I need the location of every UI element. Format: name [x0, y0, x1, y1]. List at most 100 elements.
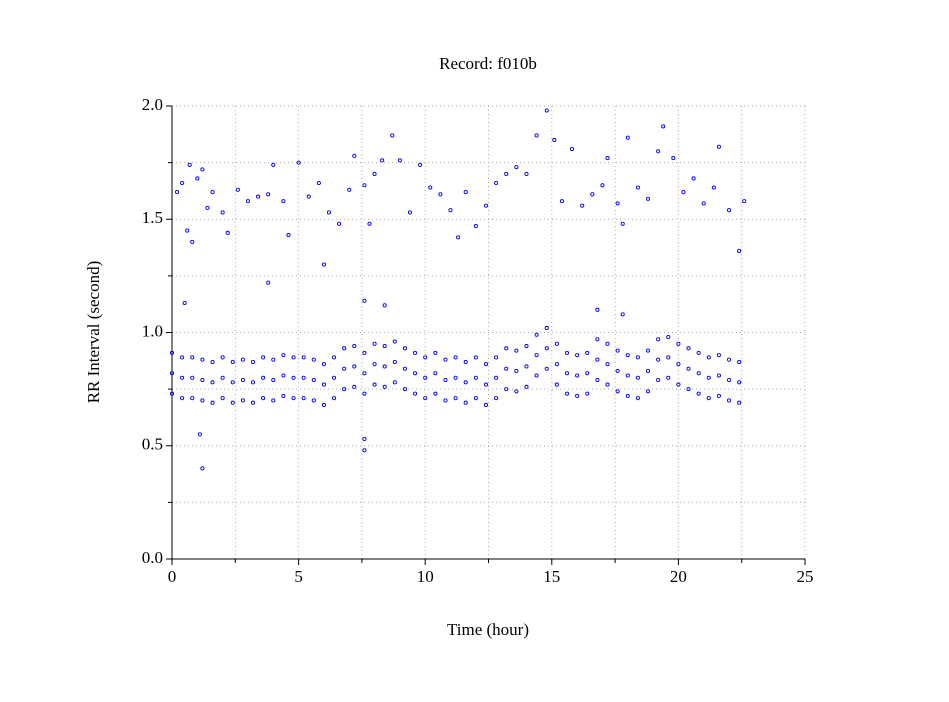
- data-point: [261, 375, 266, 380]
- data-point: [413, 371, 418, 376]
- data-point: [726, 398, 732, 403]
- data-point: [737, 359, 742, 364]
- data-point: [240, 378, 245, 383]
- data-point: [337, 221, 342, 226]
- data-point: [428, 185, 433, 190]
- data-point: [625, 393, 630, 398]
- data-point: [423, 375, 428, 380]
- data-point: [443, 398, 448, 403]
- data-point: [382, 364, 387, 369]
- data-point: [190, 355, 195, 360]
- data-point: [200, 167, 205, 172]
- data-point: [463, 380, 468, 385]
- data-point: [564, 371, 570, 376]
- data-point: [402, 387, 407, 392]
- y-axis-label: RR Interval (second): [84, 261, 103, 404]
- data-point: [220, 210, 225, 215]
- data-point: [230, 380, 235, 385]
- data-point: [726, 357, 732, 362]
- data-point: [666, 334, 671, 340]
- data-point: [291, 375, 296, 380]
- data-point: [473, 396, 478, 401]
- x-tick-label: 20: [670, 567, 687, 586]
- data-point: [524, 384, 529, 389]
- data-point: [716, 373, 721, 378]
- data-point: [205, 205, 210, 210]
- data-point: [615, 389, 620, 394]
- data-point: [347, 187, 352, 192]
- data-point: [331, 375, 337, 380]
- data-point: [321, 402, 326, 408]
- data-point: [362, 350, 367, 355]
- data-point: [372, 382, 377, 387]
- data-point: [635, 396, 640, 401]
- data-point: [195, 176, 200, 181]
- data-point: [291, 396, 296, 401]
- data-point: [402, 366, 407, 371]
- data-point: [671, 156, 676, 161]
- data-point: [666, 375, 671, 380]
- data-point: [210, 359, 215, 364]
- data-point: [423, 355, 428, 360]
- data-point: [362, 391, 367, 396]
- data-point: [362, 448, 367, 453]
- data-point: [605, 382, 610, 387]
- data-point: [311, 398, 316, 403]
- data-point: [656, 357, 661, 362]
- data-point: [473, 375, 478, 380]
- y-tick-label: 1.5: [142, 208, 163, 227]
- data-point: [534, 373, 539, 378]
- data-point: [504, 366, 509, 371]
- data-point: [625, 135, 630, 140]
- data-point: [737, 248, 742, 254]
- data-point: [266, 192, 271, 197]
- data-point: [175, 190, 180, 195]
- data-point: [676, 341, 681, 346]
- x-tick-label: 25: [797, 567, 814, 586]
- data-point: [185, 228, 190, 233]
- data-point: [433, 350, 438, 355]
- data-point: [180, 355, 185, 360]
- data-point: [200, 398, 205, 403]
- data-point: [504, 387, 509, 392]
- data-point: [585, 350, 590, 355]
- data-point: [711, 185, 716, 190]
- data-point: [575, 373, 580, 378]
- data-point: [235, 187, 240, 192]
- data-point: [716, 353, 721, 358]
- data-point: [552, 137, 557, 143]
- data-point: [456, 235, 461, 240]
- data-point: [443, 357, 448, 362]
- data-point: [271, 398, 276, 403]
- data-point: [696, 371, 701, 376]
- data-point: [311, 378, 316, 383]
- data-point: [296, 160, 301, 165]
- data-point: [514, 368, 519, 374]
- data-point: [281, 199, 286, 204]
- data-point: [392, 359, 397, 364]
- data-point: [656, 337, 661, 342]
- data-point: [691, 176, 696, 181]
- data-point: [676, 382, 681, 387]
- data-point: [301, 355, 306, 360]
- data-point: [473, 355, 478, 360]
- data-point: [362, 436, 367, 442]
- x-tick-label: 0: [168, 567, 177, 586]
- data-point: [595, 307, 600, 312]
- data-point: [220, 355, 225, 360]
- data-point: [615, 201, 620, 206]
- data-point: [544, 108, 549, 113]
- data-point: [534, 353, 539, 358]
- data-point: [681, 190, 686, 195]
- data-point: [605, 156, 610, 161]
- data-point: [342, 387, 347, 392]
- data-point: [494, 355, 499, 360]
- data-point: [726, 208, 732, 213]
- data-point: [220, 396, 225, 401]
- data-point: [575, 393, 580, 398]
- y-tick-label: 2.0: [142, 95, 163, 114]
- data-point: [514, 348, 519, 353]
- data-point: [514, 165, 519, 170]
